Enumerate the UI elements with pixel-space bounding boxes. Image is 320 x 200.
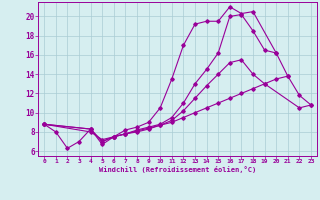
X-axis label: Windchill (Refroidissement éolien,°C): Windchill (Refroidissement éolien,°C) bbox=[99, 166, 256, 173]
